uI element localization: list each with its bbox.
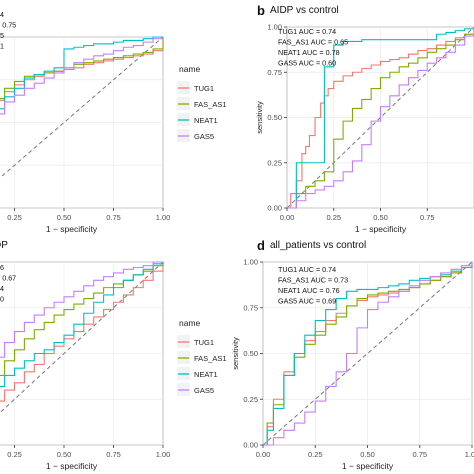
x-tick-label: 0.00 (256, 450, 271, 459)
legend-1: name TUG1 FAS_AS1 NEAT1 GAS5 (177, 64, 227, 142)
x-tick-label: 0.25 (326, 213, 341, 222)
panel-title: DP (0, 240, 8, 251)
y-tick-label: 1.00 (243, 258, 258, 267)
roc-curve-neat1 (287, 27, 474, 209)
roc-curve-neat1 (0, 262, 164, 387)
roc-panel-3: 0.25 0.50 0.75 1.00 1 − specificity DP 56 = 0.6… (0, 240, 170, 471)
roc-panel-1: 0.250.500.751.001 − specificityontrol74=… (0, 10, 171, 234)
legend-2: name TUG1 FAS_AS1 NEAT1 GAS5 (177, 318, 227, 396)
x-axis-title: 1 − specificity (355, 224, 407, 234)
x-tick-label: 1.00 (465, 450, 474, 459)
auc-annotation: TUG1 AUC = 0.74 (278, 27, 336, 36)
y-axis-title: sensitivity (231, 337, 240, 370)
x-tick-label: 0.25 (308, 450, 323, 459)
x-axis-title: 1 − specificity (46, 461, 98, 471)
auc-annotation: 74 (0, 10, 4, 19)
x-axis-title: 1 − specificity (46, 224, 98, 234)
roc-curve-fas-as1 (287, 27, 474, 209)
auc-annotation: 70 (0, 295, 4, 304)
auc-annotation: 75 (0, 31, 4, 40)
x-tick-label: 0.50 (57, 450, 72, 459)
panel-letter: d (257, 238, 265, 253)
y-tick-label: 0.75 (243, 303, 258, 312)
legend-label: TUG1 (194, 338, 214, 347)
x-tick-label: 0.75 (420, 213, 435, 222)
y-tick-label: 0.25 (243, 395, 258, 404)
diagonal-reference-line (286, 26, 474, 209)
roc-curve-gas5 (263, 262, 473, 446)
auc-annotation: 71 (0, 42, 4, 51)
x-tick-label: 0.75 (106, 213, 121, 222)
x-tick-label: 0.50 (360, 450, 375, 459)
panel-title: AIDP vs control (270, 5, 339, 16)
legend-label: NEAT1 (194, 116, 218, 125)
auc-annotation: FAS_AS1 AUC = 0.73 (278, 276, 348, 285)
auc-annotation: 64 (0, 284, 4, 293)
auc-annotation: FAS_AS1 AUC = 0.65 (278, 38, 348, 47)
legend-title: name (179, 318, 201, 328)
x-tick-label: 1.00 (156, 213, 171, 222)
legend-label: GAS5 (194, 386, 214, 395)
legend-label: FAS_AS1 (194, 100, 227, 109)
y-axis-title: sensitivity (255, 101, 264, 134)
y-tick-label: 0.50 (243, 349, 258, 358)
legend-label: GAS5 (194, 132, 214, 141)
roc-curve-neat1 (0, 36, 163, 110)
roc-curve-gas5 (0, 261, 163, 358)
roc-curve-gas5 (0, 37, 164, 115)
y-tick-label: 1.00 (267, 23, 282, 32)
legend-label: TUG1 (194, 84, 214, 93)
auc-annotation: 56 (0, 263, 4, 272)
legend-title: name (179, 64, 201, 74)
roc-panel-2: 0.00 0.25 0.50 0.75 0.00 0.25 0.50 0.75 1.00 1 − … (255, 3, 474, 234)
x-tick-label: 0.75 (412, 450, 427, 459)
auc-annotation: = 0.67 (0, 274, 16, 283)
diagonal-reference-line (0, 261, 164, 414)
x-axis-title: 1 − specificity (342, 461, 394, 471)
roc-curve-gas5 (287, 27, 474, 209)
roc-panel-4: 0.00 0.25 0.50 0.75 1.00 0.00 0.25 0.50 0.75 1.00… (231, 238, 474, 471)
x-tick-label: 0.50 (57, 213, 72, 222)
legend-label: NEAT1 (194, 370, 218, 379)
diagonal-reference-line (0, 36, 164, 179)
legend-label: FAS_AS1 (194, 354, 227, 363)
y-tick-label: 0.00 (267, 204, 282, 213)
y-tick-label: 0.75 (267, 68, 282, 77)
roc-curve-tug1 (287, 27, 474, 209)
auc-annotation: GAS5 AUC = 0.69 (278, 297, 336, 306)
auc-annotation: TUG1 AUC = 0.74 (278, 265, 336, 274)
auc-annotation: NEAT1 AUC = 0.78 (278, 48, 340, 57)
x-tick-label: 0.75 (106, 450, 121, 459)
x-tick-label: 1.00 (156, 450, 171, 459)
y-tick-label: 0.25 (267, 158, 282, 167)
x-tick-label: 0.25 (7, 213, 22, 222)
auc-annotation: GAS5 AUC = 0.60 (278, 59, 336, 68)
y-tick-label: 0.00 (243, 441, 258, 450)
x-tick-label: 0.50 (373, 213, 388, 222)
panel-letter: b (257, 3, 265, 18)
y-tick-label: 0.50 (267, 113, 282, 122)
auc-annotation: = 0.75 (0, 21, 16, 30)
diagonal-reference-line (262, 261, 473, 446)
x-tick-label: 0.25 (7, 450, 22, 459)
auc-annotation: NEAT1 AUC = 0.76 (278, 286, 340, 295)
panel-title: all_patients vs control (270, 240, 366, 251)
x-tick-label: 0.00 (280, 213, 295, 222)
